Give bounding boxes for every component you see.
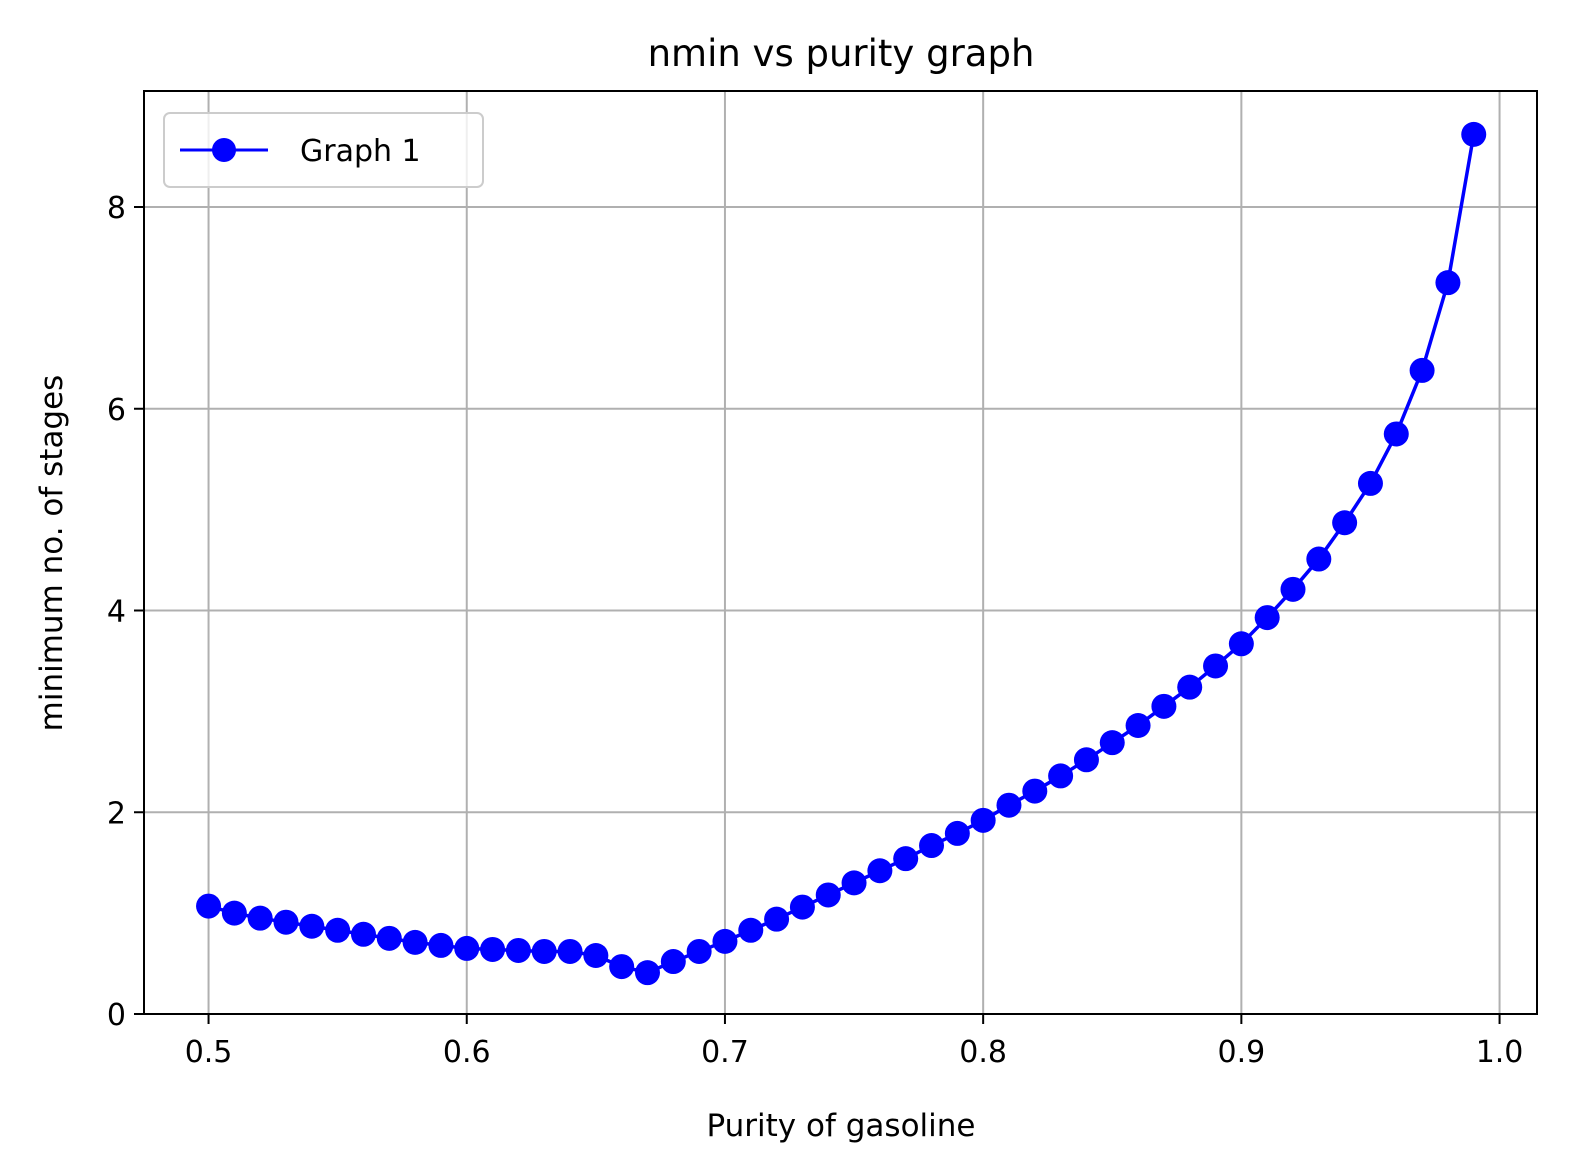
- data-point: [738, 917, 764, 943]
- data-point: [350, 921, 376, 947]
- data-point: [686, 938, 712, 964]
- data-point: [1332, 510, 1358, 536]
- data-point: [609, 954, 635, 980]
- plot-frame: [143, 90, 1538, 1015]
- data-point: [996, 792, 1022, 818]
- series-layer: [196, 121, 1487, 986]
- data-point: [583, 942, 609, 968]
- legend-marker-swatch: [212, 138, 236, 162]
- data-point: [1151, 693, 1177, 719]
- data-point: [712, 928, 738, 954]
- y-tick-label: 6: [107, 393, 126, 428]
- data-point: [221, 900, 247, 926]
- data-point: [1125, 712, 1151, 738]
- data-point: [634, 960, 660, 986]
- x-tick-label: 0.9: [1217, 1035, 1265, 1070]
- data-point: [376, 925, 402, 951]
- data-point: [1254, 605, 1280, 631]
- data-point: [1280, 576, 1306, 602]
- data-point: [273, 909, 299, 935]
- data-point: [1306, 546, 1332, 572]
- data-point: [1435, 270, 1461, 296]
- data-point: [867, 858, 893, 884]
- data-point: [1409, 357, 1435, 383]
- data-point: [919, 833, 945, 859]
- data-point: [531, 938, 557, 964]
- data-point: [1203, 653, 1229, 679]
- data-point: [789, 894, 815, 920]
- data-point: [1461, 121, 1487, 147]
- data-point: [428, 932, 454, 958]
- data-point: [841, 870, 867, 896]
- data-point: [247, 905, 273, 931]
- x-tick-label: 0.8: [959, 1035, 1007, 1070]
- data-point: [1048, 763, 1074, 789]
- data-point: [299, 913, 325, 939]
- x-axis: 0.5 0.6 0.7 0.8 0.9 1.0: [185, 1014, 1524, 1070]
- x-tick-label: 0.6: [443, 1035, 491, 1070]
- data-point: [893, 846, 919, 872]
- y-tick-label: 2: [107, 796, 126, 831]
- data-point: [196, 893, 222, 919]
- data-point: [480, 936, 506, 962]
- data-point: [1022, 778, 1048, 804]
- y-tick-label: 8: [107, 191, 126, 226]
- data-point: [815, 882, 841, 908]
- x-tick-label: 1.0: [1476, 1035, 1524, 1070]
- data-point: [1177, 674, 1203, 700]
- legend: Graph 1: [163, 112, 484, 188]
- legend-label: Graph 1: [300, 134, 421, 169]
- data-point: [454, 935, 480, 961]
- data-point: [1073, 747, 1099, 773]
- data-point: [505, 937, 531, 963]
- data-point: [660, 949, 686, 975]
- data-point: [1383, 421, 1409, 447]
- x-tick-label: 0.7: [701, 1035, 749, 1070]
- data-point: [970, 807, 996, 833]
- y-axis-label: minimum no. of stages: [34, 375, 70, 732]
- data-point: [944, 820, 970, 846]
- y-tick-label: 4: [107, 595, 126, 630]
- data-point: [1228, 631, 1254, 657]
- x-tick-label: 0.5: [185, 1035, 233, 1070]
- legend-box: [163, 112, 484, 188]
- data-point: [1357, 470, 1383, 496]
- data-point: [325, 917, 351, 943]
- data-point: [557, 938, 583, 964]
- x-axis-label: Purity of gasoline: [707, 1108, 976, 1144]
- data-point: [764, 906, 790, 932]
- y-axis: 0 2 4 6 8: [107, 191, 144, 1033]
- y-tick-label: 0: [107, 998, 126, 1033]
- chart-title: nmin vs purity graph: [648, 32, 1035, 75]
- data-point: [402, 929, 428, 955]
- data-point: [1099, 730, 1125, 756]
- grid: [144, 91, 1537, 1015]
